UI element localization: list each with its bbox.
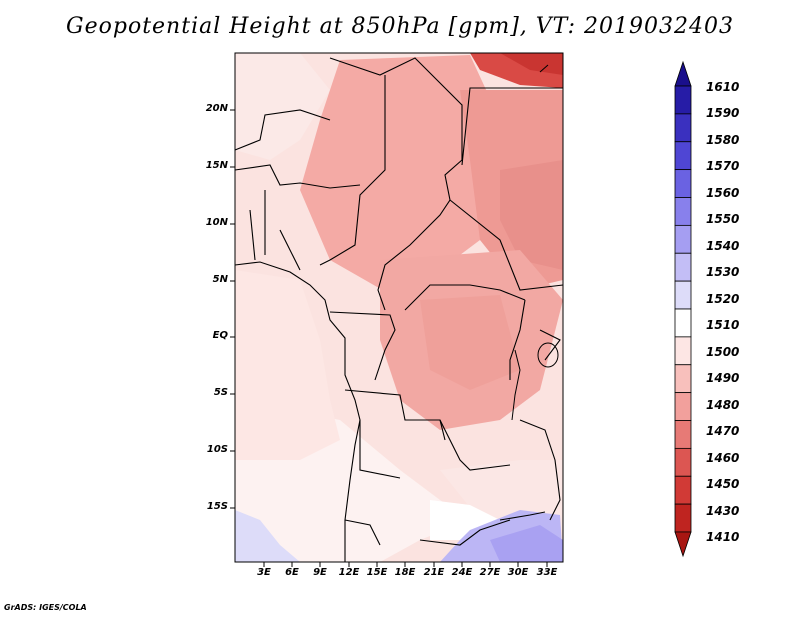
colorbar-label: 1590 (706, 106, 740, 121)
colorbar-segment (674, 420, 692, 449)
lat-ticks (230, 109, 235, 509)
lat-label: 15S (206, 501, 228, 512)
lon-label: 18E (394, 567, 416, 578)
colorbar-segment (674, 252, 692, 282)
colorbar-segment (674, 280, 692, 310)
region-southwest-blue (235, 510, 300, 562)
region-sahel (300, 55, 500, 300)
lat-label: 5S (213, 387, 228, 398)
lon-label: 15E (366, 567, 388, 578)
colorbar-segment (674, 113, 692, 143)
region-atlantic (235, 270, 340, 460)
lon-label: 3E (257, 567, 271, 578)
lon-label: 6E (285, 567, 299, 578)
colorbar-segment (674, 392, 692, 421)
lat-label: 10S (206, 444, 228, 455)
colorbar-label: 1490 (706, 371, 740, 386)
colorbar-segment (674, 447, 692, 477)
lon-label: 24E (451, 567, 473, 578)
colorbar-label: 1450 (706, 477, 740, 492)
colorbar-label: 1460 (706, 450, 740, 465)
colorbar-label: 1530 (706, 265, 740, 280)
colorbar-bottom-arrow (674, 531, 692, 558)
region-congo (420, 295, 520, 390)
colorbar-segment (674, 197, 692, 226)
colorbar-segment (674, 308, 692, 338)
colorbar-segment (674, 141, 692, 171)
lat-label: 10N (205, 217, 228, 228)
region-east-dark (500, 160, 563, 270)
colorbar-segment (674, 475, 692, 505)
colorbar-label: 1410 (706, 530, 740, 544)
colorbar-label: 1610 (706, 80, 740, 94)
lon-label: 33E (536, 567, 558, 578)
colorbar-segment (674, 169, 692, 198)
lon-ticks (263, 562, 548, 567)
chart-title: Geopotential Height at 850hPa [gpm], VT:… (66, 14, 734, 39)
lat-label: EQ (212, 330, 228, 341)
colorbar-label: 1550 (706, 212, 740, 227)
colorbar-segment (674, 224, 692, 254)
colorbar-top-arrow (674, 60, 692, 87)
region-northwest (235, 53, 330, 160)
colorbar-label: 1480 (706, 397, 740, 412)
colorbar-segment (674, 364, 692, 394)
colorbar-label: 1560 (706, 185, 740, 200)
colorbar-label: 1520 (706, 291, 740, 306)
lon-label: 21E (423, 567, 445, 578)
map-lakes (511, 64, 559, 421)
colorbar-segment (674, 85, 692, 115)
colorbar-label: 1580 (706, 132, 740, 147)
colorbar-segment (674, 336, 692, 366)
lon-label: 12E (338, 567, 360, 578)
lat-label: 15N (205, 160, 228, 171)
colorbar-label: 1430 (706, 503, 740, 518)
colorbar (674, 60, 692, 558)
map-borders (234, 57, 564, 562)
lon-label: 27E (479, 567, 501, 578)
credit-text: GrADS: IGES/COLA (4, 603, 87, 612)
lat-label: 20N (205, 103, 228, 114)
colorbar-label: 1500 (706, 344, 740, 359)
colorbar-segment (674, 503, 692, 533)
lon-label: 9E (313, 567, 327, 578)
colorbar-label: 1540 (706, 238, 740, 253)
colorbar-label: 1510 (706, 318, 740, 333)
map-field (235, 53, 563, 562)
lon-label: 30E (507, 567, 529, 578)
lat-label: 5N (212, 274, 228, 285)
colorbar-label: 1570 (706, 159, 740, 174)
colorbar-label: 1470 (706, 424, 740, 439)
